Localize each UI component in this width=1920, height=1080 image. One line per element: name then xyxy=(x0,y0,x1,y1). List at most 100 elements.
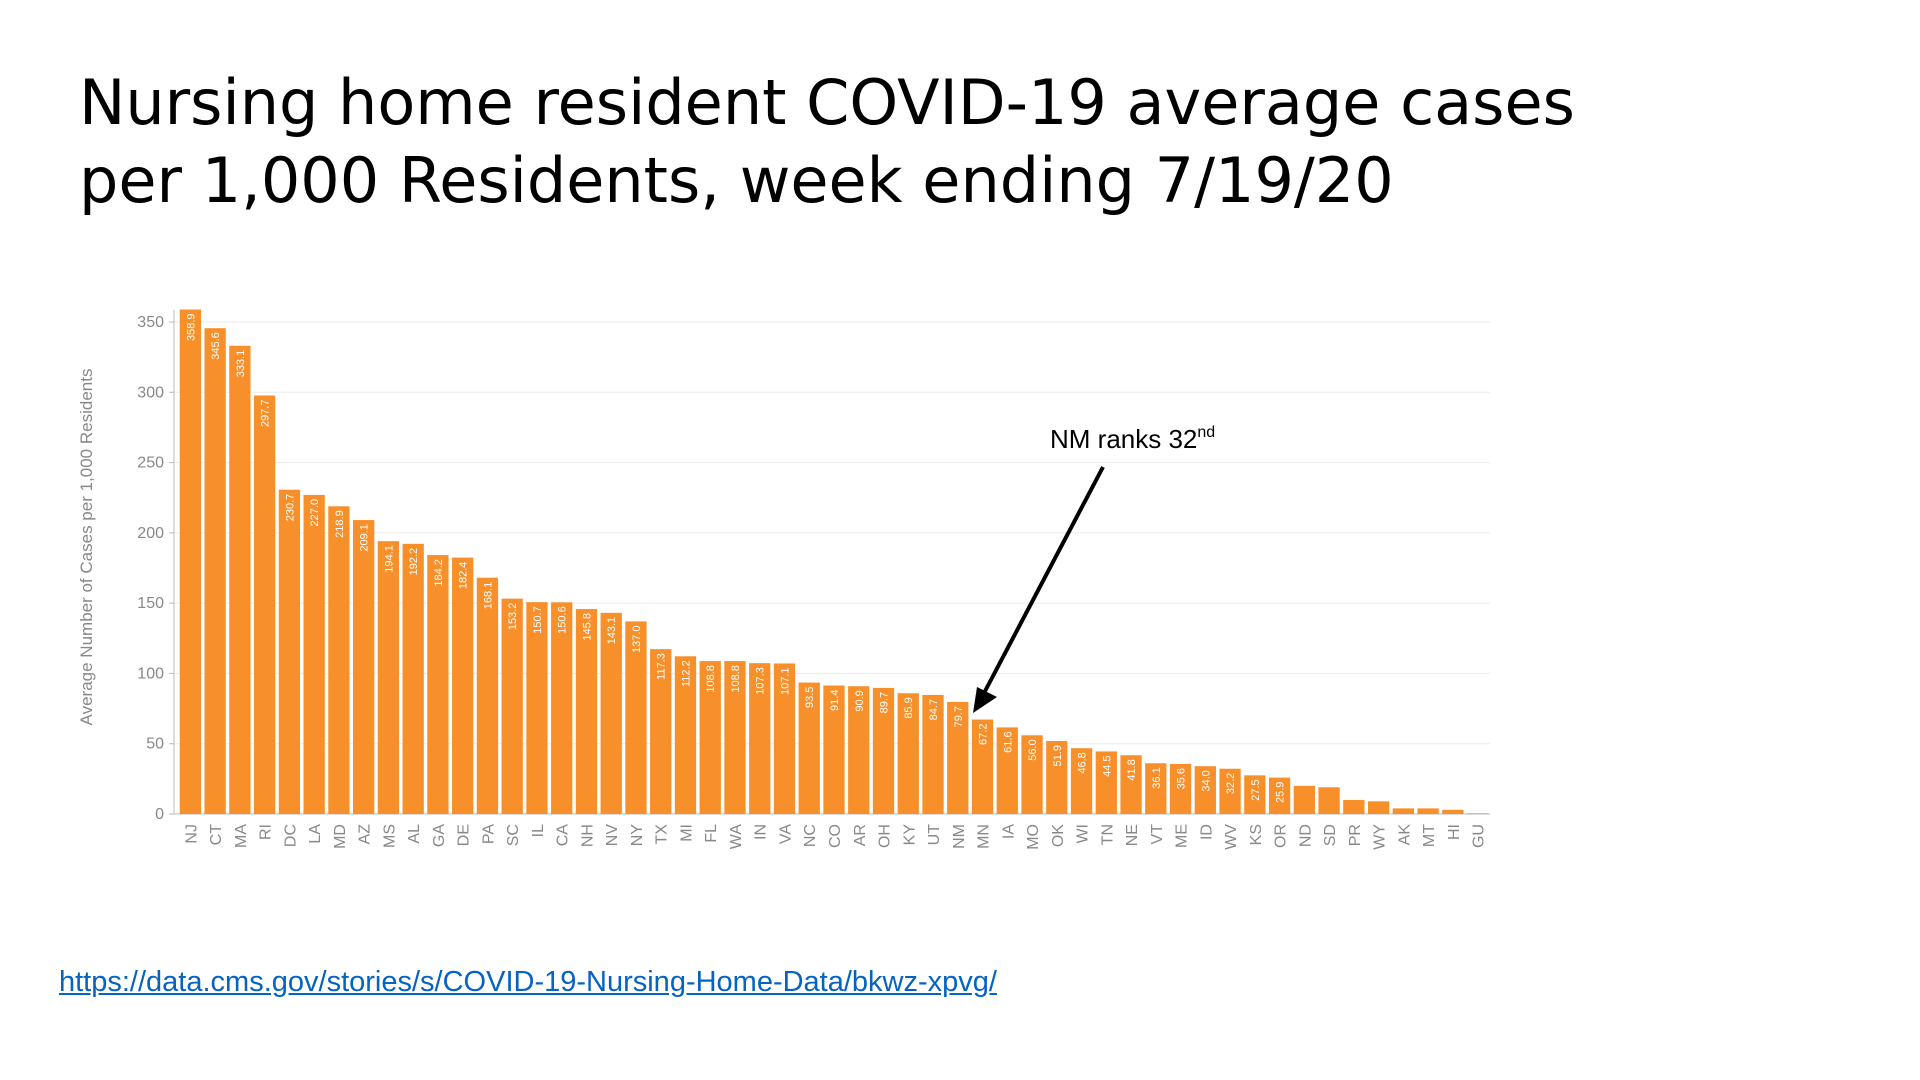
x-tick-label: AZ xyxy=(357,824,374,845)
bar-wv xyxy=(1219,768,1241,814)
bar-value-label: 85.9 xyxy=(903,697,915,718)
bar-pr xyxy=(1343,799,1365,814)
bar-fl xyxy=(699,661,721,814)
x-tick-label: KS xyxy=(1248,824,1265,845)
bar-co xyxy=(823,685,845,814)
bar-il xyxy=(526,602,548,814)
bar-wi xyxy=(1070,748,1093,814)
bar-ak xyxy=(1392,808,1415,814)
bar-value-label: 153.2 xyxy=(507,603,519,631)
x-tick-label: DE xyxy=(456,824,473,846)
x-tick-label: AL xyxy=(406,824,423,844)
bar-mn xyxy=(971,719,994,814)
x-tick-label: OK xyxy=(1050,824,1067,847)
bar-value-label: 41.8 xyxy=(1126,759,1138,780)
bar-value-label: 44.5 xyxy=(1101,755,1113,776)
x-tick-label: SD xyxy=(1322,824,1339,846)
bar-tn xyxy=(1095,751,1117,814)
bar-value-label: 145.8 xyxy=(581,613,593,641)
bar-value-label: 61.6 xyxy=(1002,731,1014,752)
x-tick-label: MO xyxy=(1025,824,1042,850)
x-tick-label: NM xyxy=(951,824,968,849)
bar-ne xyxy=(1120,755,1142,814)
x-tick-label: VT xyxy=(1149,824,1166,845)
bar-or xyxy=(1268,777,1291,814)
x-tick-label: MS xyxy=(381,824,398,848)
x-tick-label: PR xyxy=(1347,824,1364,846)
bar-ky xyxy=(897,693,919,814)
bar-me xyxy=(1169,763,1192,814)
annotation-text: NM ranks 32 xyxy=(1050,424,1197,454)
bar-ny xyxy=(625,621,647,814)
bar-ca xyxy=(551,602,573,814)
bar-ks xyxy=(1244,775,1266,814)
bar-value-label: 194.1 xyxy=(383,545,395,573)
bar-value-label: 46.8 xyxy=(1077,752,1089,773)
bar-gu xyxy=(1466,813,1489,814)
bar-mt xyxy=(1417,808,1439,814)
bar-mo xyxy=(1021,735,1043,814)
bar-value-label: 84.7 xyxy=(928,699,940,720)
bar-value-label: 150.6 xyxy=(557,606,569,634)
bar-va xyxy=(773,663,796,814)
x-tick-label: OH xyxy=(877,824,894,848)
annotation: NM ranks 32nd xyxy=(973,424,1215,713)
bar-nm xyxy=(947,701,969,814)
y-tick-label: 100 xyxy=(137,665,164,682)
bar-value-label: 117.3 xyxy=(656,653,668,680)
bar-al xyxy=(402,543,424,814)
bar-ct xyxy=(204,328,226,814)
bar-ma xyxy=(229,345,251,814)
x-tick-label: WV xyxy=(1223,824,1240,850)
annotation-arrow-shaft xyxy=(981,466,1105,696)
bar-value-label: 34.0 xyxy=(1200,770,1212,791)
bar-value-label: 209.1 xyxy=(359,524,371,552)
x-tick-label: NV xyxy=(604,824,621,847)
x-tick-label: NY xyxy=(629,824,646,847)
bar-de xyxy=(452,557,474,814)
bar-nd xyxy=(1293,785,1315,814)
x-tick-label: IA xyxy=(1000,824,1017,839)
x-tick-label: IL xyxy=(530,824,547,837)
bar-value-label: 112.2 xyxy=(680,660,692,687)
x-tick-label: MA xyxy=(233,824,250,848)
bar-ut xyxy=(922,694,944,814)
bar-mi xyxy=(674,656,697,814)
bar-ga xyxy=(427,555,449,814)
bar-vt xyxy=(1145,763,1167,814)
bar-value-label: 168.1 xyxy=(482,582,494,610)
x-tick-labels: NJ CT MA RI DC LA MD AZ MS AL GA DE PA SC IL CA NH NV NY TX… xyxy=(183,824,1487,850)
x-tick-label: DC xyxy=(282,824,299,847)
x-tick-label: AK xyxy=(1396,824,1413,846)
bar-value-label: 27.5 xyxy=(1250,779,1262,800)
x-tick-label: WA xyxy=(728,824,745,850)
x-tick-label: NJ xyxy=(183,824,200,844)
x-tick-label: VA xyxy=(777,824,794,844)
bar-md xyxy=(328,506,350,814)
bar-value-label: 25.9 xyxy=(1275,782,1287,803)
bar-value-label: 32.2 xyxy=(1225,773,1237,794)
bar-value-label: 192.2 xyxy=(408,548,420,576)
y-tick-label: 350 xyxy=(137,314,164,331)
slide-title-line-2: per 1,000 Residents, week ending 7/19/20 xyxy=(79,144,1394,217)
x-tick-label: WI xyxy=(1075,824,1092,844)
source-link[interactable]: https://data.cms.gov/stories/s/COVID-19-… xyxy=(59,966,997,998)
y-tick-label: 250 xyxy=(137,455,164,472)
x-tick-label: IN xyxy=(753,824,770,840)
bar-value-label: 107.3 xyxy=(755,667,767,695)
x-tick-label: NC xyxy=(802,824,819,847)
x-tick-label: KY xyxy=(901,824,918,846)
bar-value-label: 51.9 xyxy=(1052,745,1064,766)
bar-value-label: 56.0 xyxy=(1027,739,1039,760)
bar-value-label: 345.6 xyxy=(210,332,222,360)
bar-value-label: 89.7 xyxy=(879,692,891,713)
annotation-arrow-head xyxy=(973,687,997,713)
x-tick-label: WY xyxy=(1372,824,1389,850)
bar-value-label: 150.7 xyxy=(532,606,544,634)
x-tick-label: ME xyxy=(1174,824,1191,848)
bar-id xyxy=(1194,766,1216,814)
bar-ri xyxy=(253,395,276,814)
x-tick-label: ND xyxy=(1297,824,1314,847)
x-tick-label: CA xyxy=(555,824,572,847)
